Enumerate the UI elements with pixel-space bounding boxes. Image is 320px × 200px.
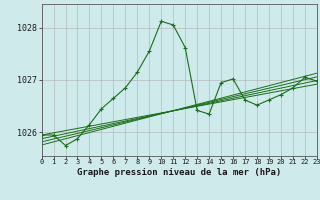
- X-axis label: Graphe pression niveau de la mer (hPa): Graphe pression niveau de la mer (hPa): [77, 168, 281, 177]
